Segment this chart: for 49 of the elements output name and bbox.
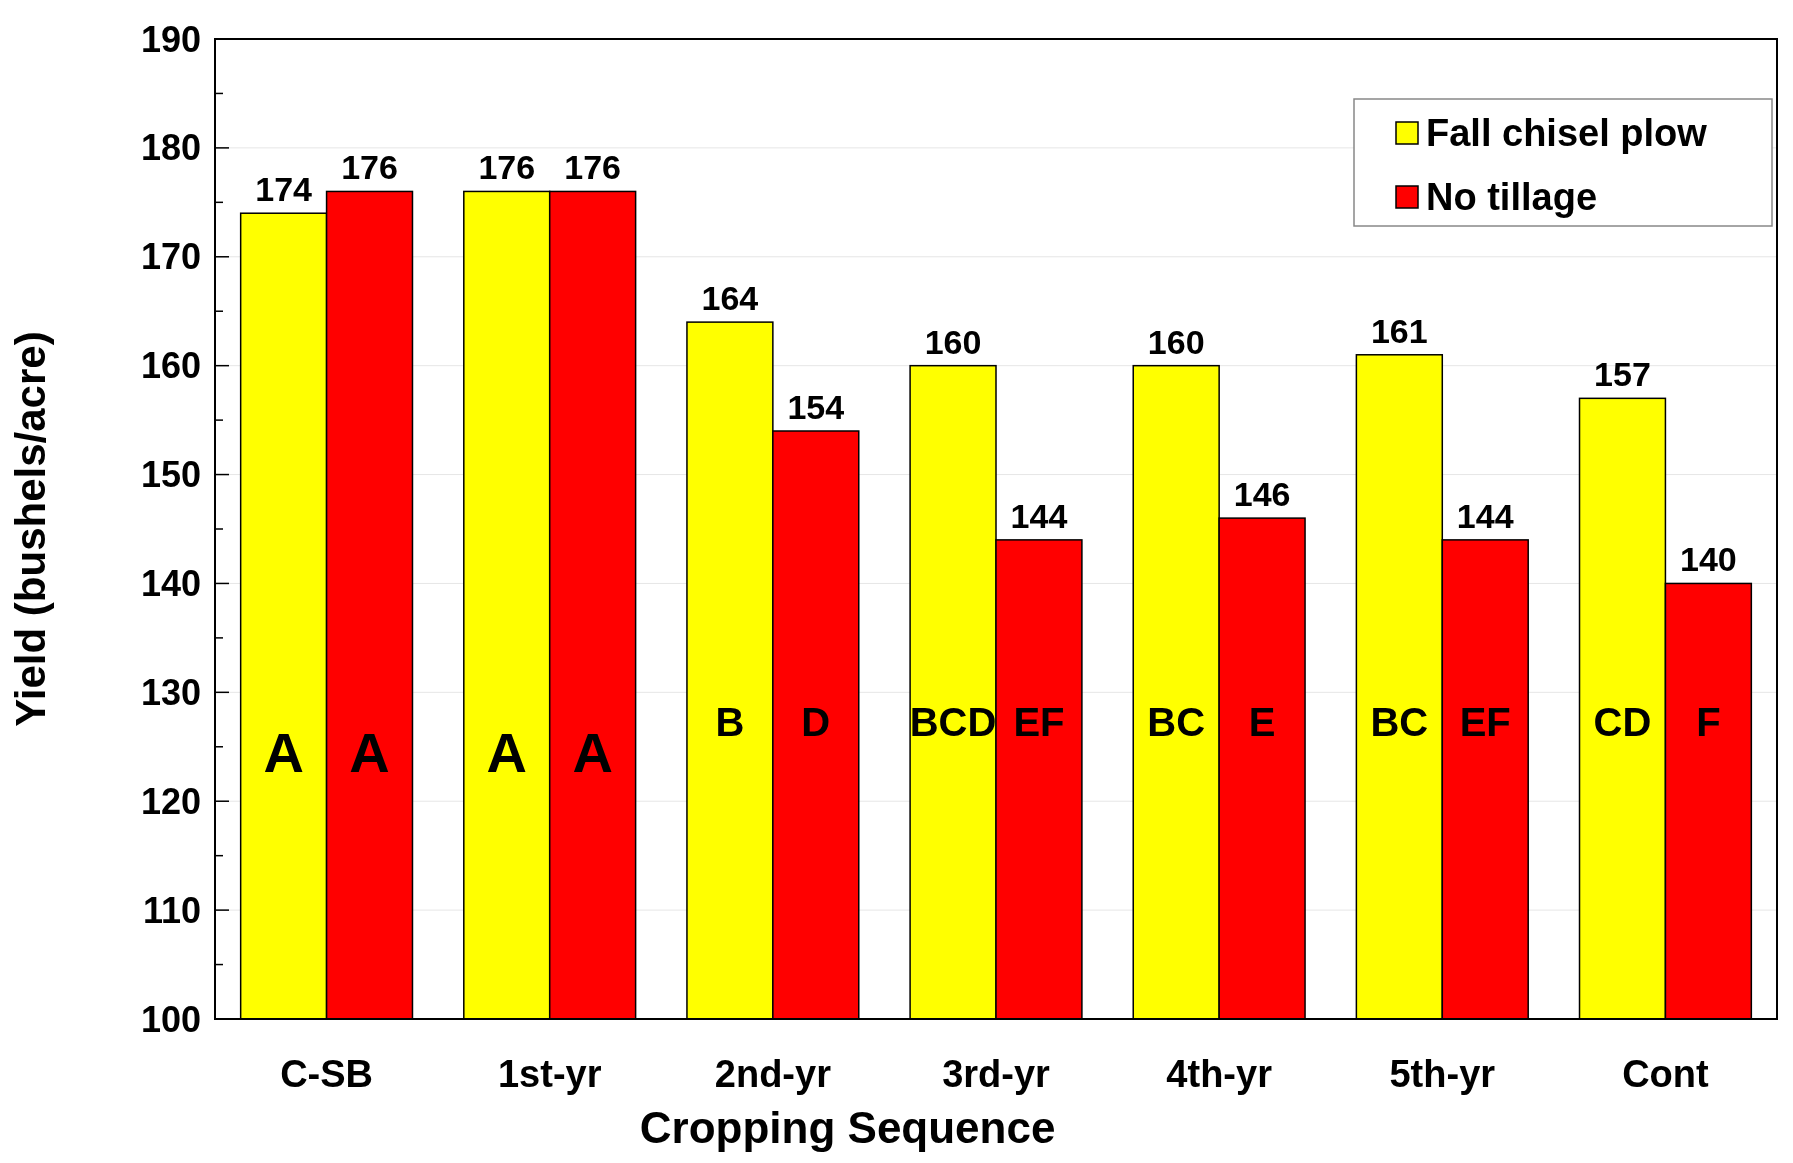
- data-label: 144: [1456, 496, 1514, 535]
- data-label: 146: [1233, 475, 1291, 514]
- annotation: D: [801, 699, 831, 744]
- x-tick-label: 1st-yr: [497, 1053, 602, 1095]
- data-label: 144: [1010, 496, 1068, 535]
- data-label: 176: [341, 148, 398, 187]
- annotation: F: [1696, 699, 1721, 744]
- data-label: 161: [1370, 311, 1428, 350]
- x-tick-label: C-SB: [280, 1053, 374, 1095]
- data-label: 160: [1147, 322, 1205, 361]
- x-tick-label: Cont: [1622, 1053, 1710, 1095]
- y-tick-label: 120: [140, 780, 201, 822]
- data-label: 164: [701, 279, 759, 318]
- y-tick-label: 170: [140, 236, 201, 278]
- y-axis-title: Yield (bushels/acre): [7, 331, 54, 727]
- data-label: 154: [787, 388, 845, 426]
- annotation: CD: [1593, 699, 1652, 744]
- annotation: BC: [1370, 699, 1429, 744]
- x-axis-title: Cropping Sequence: [639, 1103, 1056, 1152]
- x-tick-label: 2nd-yr: [714, 1053, 832, 1095]
- annotation: A: [486, 721, 527, 785]
- data-label: 160: [924, 322, 982, 361]
- annotation: EF: [1013, 699, 1065, 744]
- data-label: 176: [564, 148, 622, 187]
- annotation: A: [572, 721, 613, 785]
- data-label: 174: [255, 170, 313, 209]
- y-tick-label: 130: [140, 671, 201, 713]
- x-tick-label: 5th-yr: [1389, 1053, 1496, 1095]
- data-label: 140: [1680, 540, 1737, 579]
- y-tick-label: 140: [140, 563, 201, 605]
- legend-label: No tillage: [1426, 176, 1598, 219]
- annotation: E: [1248, 699, 1276, 744]
- annotation: BCD: [909, 699, 997, 744]
- y-tick-label: 150: [140, 454, 201, 496]
- y-tick-label: 160: [140, 345, 201, 387]
- y-tick-label: 110: [142, 889, 201, 931]
- data-label: 176: [478, 148, 536, 187]
- y-tick-label: 180: [140, 127, 201, 169]
- annotation: B: [715, 699, 745, 744]
- legend-label: Fall chisel plow: [1426, 112, 1708, 155]
- annotation: A: [349, 721, 390, 785]
- x-tick-label: 4th-yr: [1166, 1053, 1273, 1095]
- data-label: 157: [1594, 355, 1651, 394]
- annotation: BC: [1147, 699, 1206, 744]
- annotation: EF: [1459, 699, 1511, 744]
- annotation: A: [263, 721, 304, 785]
- y-tick-label: 190: [140, 18, 201, 60]
- x-tick-label: 3rd-yr: [942, 1053, 1051, 1095]
- y-tick-label: 100: [140, 998, 201, 1040]
